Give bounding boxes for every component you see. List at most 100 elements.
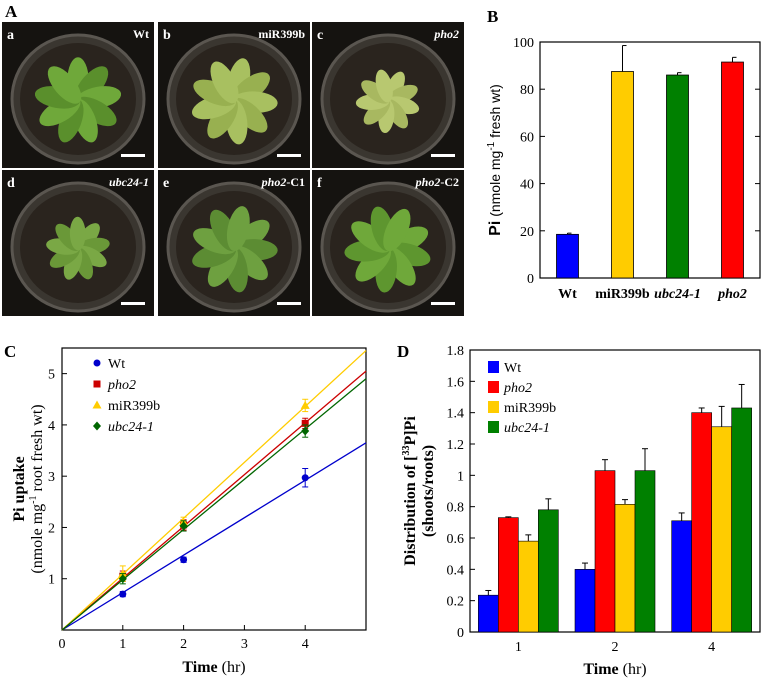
bar — [721, 61, 744, 279]
photo-label-suffix: -C1 — [286, 175, 305, 189]
leaf-icon — [210, 61, 239, 104]
x-axis-title: Time (hr) — [182, 659, 245, 676]
legend-swatch — [488, 401, 499, 413]
bar — [611, 71, 634, 279]
data-point — [119, 590, 127, 598]
y-tick-label: 1 — [48, 573, 55, 588]
y-axis-title-line2: (nmole mg-1 root fresh wt) — [28, 404, 46, 573]
panel-letter-a: A — [5, 2, 18, 21]
photo-label: Wt — [133, 27, 149, 41]
photo-label-name: ubc24-1 — [109, 175, 149, 189]
plant-photo-f: f pho2-C2 — [312, 170, 464, 316]
scale-bar — [277, 302, 301, 305]
x-tick-label: 2 — [612, 640, 619, 655]
x-category-label: ubc24-1 — [654, 287, 701, 302]
legend-label: pho2 — [107, 378, 136, 393]
bar — [574, 569, 596, 633]
x-axis-title: Time (hr) — [583, 661, 646, 678]
x-tick-label: 0 — [59, 637, 66, 652]
y-tick-label: 0 — [457, 626, 464, 641]
x-tick-label: 1 — [119, 637, 126, 652]
photo-letter: e — [163, 176, 169, 191]
x-tick-label: 2 — [180, 637, 187, 652]
y-tick-label: 80 — [520, 83, 534, 98]
y-tick-label: 0.2 — [447, 595, 465, 610]
photo-label-name: Wt — [133, 27, 149, 41]
photo-label: miR399b — [258, 27, 305, 41]
y-tick-label: 0 — [527, 272, 534, 287]
plant-photo-d: d ubc24-1 — [2, 170, 154, 316]
photo-letter: c — [317, 28, 323, 43]
leaf-icon — [69, 216, 86, 251]
photo-label: ubc24-1 — [109, 175, 149, 189]
y-tick-label: 60 — [520, 130, 534, 145]
y-tick-label: 0.8 — [447, 501, 465, 516]
legend-label: ubc24-1 — [504, 421, 550, 436]
bar — [518, 540, 539, 633]
photo-label-name: pho2 — [433, 27, 459, 41]
plant-photo-a: a Wt — [2, 22, 154, 168]
photo-label-name: miR399b — [258, 27, 305, 41]
x-tick-label: 3 — [241, 637, 248, 652]
legend-label: Wt — [504, 361, 521, 376]
leaf-icon — [47, 66, 82, 104]
y-axis-title-line1: Distribution of [33P]Pi — [401, 416, 419, 566]
photo-label: pho2-C2 — [415, 175, 459, 189]
plant-photo-e: e pho2-C1 — [158, 170, 310, 316]
scale-bar — [277, 154, 301, 157]
y-tick-label: 1.4 — [447, 407, 465, 422]
plot-frame — [539, 41, 761, 279]
y-axis-title-line1: Pi uptake — [11, 456, 28, 521]
x-category-label: miR399b — [595, 287, 650, 302]
x-tick-label: 1 — [515, 640, 522, 655]
plant-photo-b: b miR399b — [158, 22, 310, 168]
panel-letter-d: D — [397, 342, 409, 361]
scale-bar — [121, 302, 145, 305]
photo-letter: f — [317, 176, 322, 191]
scale-bar — [121, 154, 145, 157]
legend-label: Wt — [108, 357, 125, 372]
legend-swatch — [488, 361, 499, 373]
bar — [671, 520, 692, 633]
x-tick-label: 4 — [302, 637, 309, 652]
fit-line — [61, 442, 367, 631]
y-tick-label: 1.2 — [447, 438, 465, 453]
x-category-label: pho2 — [717, 287, 747, 302]
y-tick-label: 5 — [48, 368, 55, 383]
panel-letter-b: B — [487, 7, 498, 26]
data-point — [118, 574, 127, 584]
y-tick-label: 1.8 — [447, 344, 465, 359]
legend-swatch — [488, 381, 499, 393]
data-point — [92, 400, 102, 409]
y-tick-label: 20 — [520, 225, 534, 240]
y-tick-label: 0.6 — [447, 532, 465, 547]
y-axis-title: Pi (nmole mg-1 fresh wt) — [486, 84, 504, 236]
data-point — [93, 380, 101, 388]
x-tick-label: 4 — [708, 640, 715, 655]
legend-label: ubc24-1 — [108, 420, 154, 435]
bar — [614, 504, 636, 633]
photo-letter: a — [7, 28, 14, 43]
x-category-label: Wt — [558, 287, 577, 302]
plot-frame — [61, 347, 367, 631]
scale-bar — [431, 154, 455, 157]
data-point — [179, 521, 188, 531]
photo-letter: b — [163, 28, 171, 43]
y-tick-label: 3 — [48, 470, 55, 485]
leaf-icon — [375, 69, 393, 103]
leaf-icon — [226, 206, 250, 251]
photo-label: pho2 — [433, 27, 459, 41]
y-tick-label: 0.4 — [447, 563, 465, 578]
chart-c-pi-uptake: 0 1 2 3 4 1 2 3 4 5 Wt pho2 miR399b ubc24-1 Time (hr) P… — [11, 347, 367, 676]
photo-label: pho2-C1 — [261, 175, 305, 189]
photo-label-name: pho2 — [261, 175, 287, 189]
y-tick-label: 100 — [513, 36, 534, 51]
bar — [556, 233, 579, 279]
bar — [731, 407, 752, 633]
data-point — [93, 359, 101, 367]
chart-d-distribution: 0 0.2 0.4 0.6 0.8 1 1.2 1.4 1.6 1.8 1 2 4 Wt pho2 miR39… — [401, 344, 761, 678]
legend-label: miR399b — [504, 401, 556, 416]
bar — [634, 470, 656, 633]
legend-label: miR399b — [108, 399, 160, 414]
